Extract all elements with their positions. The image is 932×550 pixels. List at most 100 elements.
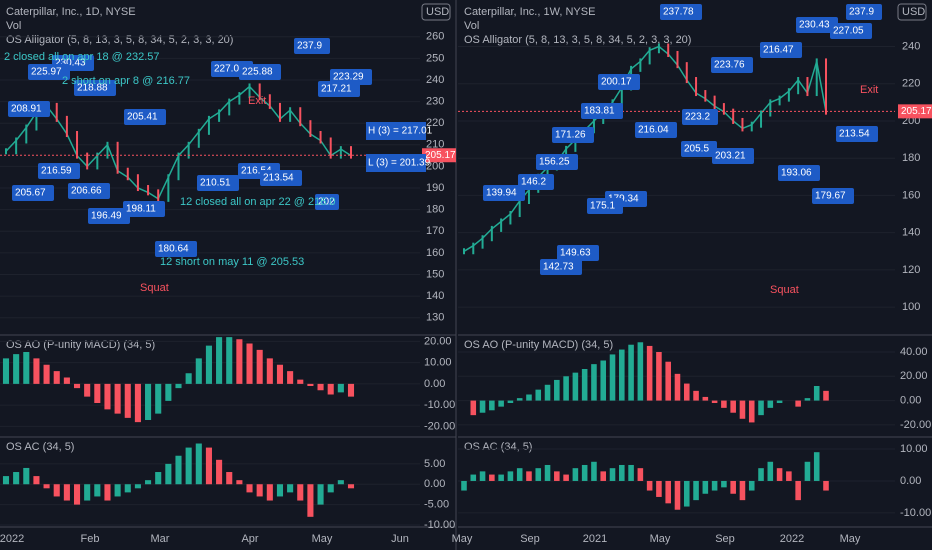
price-label-box (155, 241, 197, 257)
ac-bar (287, 484, 294, 493)
price-label-box (682, 109, 718, 125)
y-tick-label: -10.00 (900, 507, 931, 519)
price-label: 237.9 (849, 7, 874, 18)
price-label: 216.59 (41, 166, 72, 177)
price-bar (350, 146, 352, 159)
x-tick-label: Sep (520, 533, 540, 545)
price-label: 227.05 (833, 26, 864, 37)
price-bar (65, 115, 68, 137)
price-bar (15, 137, 18, 155)
y-tick-label: 10.00 (900, 443, 928, 455)
y-tick-label: 180 (426, 204, 444, 216)
ao-bar (43, 364, 50, 384)
price-label-box (711, 57, 753, 73)
ac-bar (216, 459, 223, 485)
price-bar (574, 136, 577, 152)
price-label-box (712, 148, 754, 164)
price-bar (676, 50, 679, 69)
ac-bar (84, 484, 91, 501)
chart-header: Caterpillar, Inc., 1W, NYSE (464, 6, 595, 18)
price-bar (147, 185, 150, 196)
price-bar (704, 90, 707, 102)
price-bar (592, 117, 595, 134)
price-bar (55, 102, 58, 122)
y-tick-label: 140 (902, 227, 920, 239)
y-tick-label: 210 (426, 139, 444, 151)
x-tick-label: May (650, 533, 671, 545)
ac-bar (205, 447, 212, 485)
note: Squat (770, 284, 799, 296)
price-label-box (540, 259, 582, 275)
price-bar (639, 58, 642, 72)
ac-bar (195, 443, 202, 485)
indicator-title: OS AC (34, 5) (464, 441, 532, 453)
ac-bar (516, 468, 523, 481)
ao-bar (195, 358, 202, 384)
price-bar (490, 225, 493, 242)
price-bar (5, 148, 7, 155)
ao-bar (104, 383, 111, 410)
ao-bar (823, 390, 829, 401)
price-label: 198.11 (126, 204, 156, 215)
price-bar (207, 115, 210, 135)
price-bar (695, 77, 698, 97)
indicator-title: OS AC (34, 5) (6, 441, 74, 453)
ac-bar (124, 484, 131, 493)
ac-bar (23, 467, 30, 485)
level-label: H (3) = 217.01 (368, 126, 433, 137)
price-label: 146.2 (521, 177, 546, 188)
price-bar (218, 109, 221, 122)
price-label-box (38, 163, 80, 179)
ac-bar (804, 461, 811, 481)
last-price-tag (898, 104, 932, 119)
ac-bar (786, 471, 792, 481)
y-tick-label: 190 (426, 182, 444, 194)
price-bar (472, 242, 475, 255)
x-tick-label: Feb (81, 533, 100, 545)
price-label: 179.67 (815, 191, 846, 202)
price-label-box (587, 198, 623, 214)
ao-bar (526, 394, 532, 401)
y-tick-label: 220 (426, 117, 444, 129)
price-label: 175.1 (590, 201, 615, 212)
price-label: 227.05 (214, 64, 245, 75)
ac-bar (711, 480, 718, 491)
y-tick-label: 0.00 (424, 378, 445, 390)
price-label-box (796, 17, 838, 33)
ac-bar (470, 474, 477, 481)
volume-title: Vol (6, 20, 21, 32)
currency: USD (902, 6, 925, 18)
ao-bar (185, 373, 192, 384)
price-label-box (581, 103, 623, 119)
last-price-tag (422, 148, 456, 163)
ao-bar (748, 400, 755, 423)
ao-bar (489, 400, 495, 411)
y-tick-label: 140 (426, 290, 444, 302)
ao-bar (2, 358, 10, 384)
price-label-box (536, 154, 578, 170)
note: Exit (248, 95, 266, 107)
price-label-box (598, 74, 640, 90)
price-bar (197, 128, 200, 148)
ao-bar (94, 383, 101, 403)
price-bar (177, 152, 180, 181)
level-box (366, 154, 426, 172)
y-tick-label: -5.00 (424, 499, 449, 511)
y-tick-label: 160 (902, 189, 920, 201)
price-label: 223.29 (333, 72, 364, 83)
price-bar (667, 43, 670, 57)
price-label-box (8, 101, 50, 117)
ac-bar (823, 480, 829, 491)
y-tick-label: 0.00 (900, 394, 921, 406)
ao-bar (665, 361, 671, 401)
ao-bar (287, 371, 294, 384)
ao-bar (155, 383, 162, 414)
ao-bar (758, 400, 764, 416)
ac-bar (554, 471, 560, 481)
price-label-box (778, 165, 820, 181)
price-label: 193.06 (781, 168, 812, 179)
ac-bar (739, 480, 746, 501)
y-tick-label: 250 (426, 52, 444, 64)
price-label: 200.17 (601, 77, 632, 88)
